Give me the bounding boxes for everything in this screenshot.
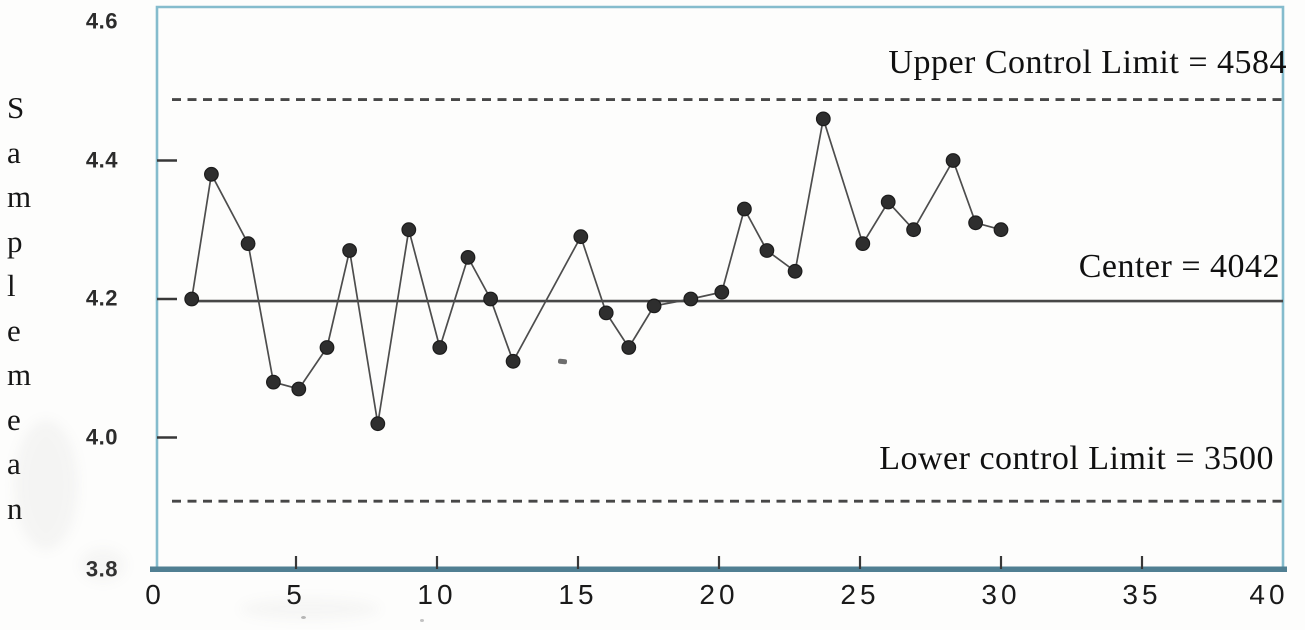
data-point xyxy=(759,243,775,258)
y-tick-label: 4.4 xyxy=(85,146,118,172)
center-line-label: Center = 4042 xyxy=(1078,248,1280,285)
series-line xyxy=(190,118,1002,424)
data-point xyxy=(714,284,730,300)
scan-smudge xyxy=(14,420,78,550)
x-tick-label: 35 xyxy=(1122,579,1162,610)
data-point xyxy=(906,222,921,238)
y-tick-label: 4.0 xyxy=(85,423,118,449)
x-tick-label: 40 xyxy=(1249,579,1289,610)
x-tick-label: 25 xyxy=(840,579,880,610)
x-tick-label: 0 xyxy=(145,579,165,610)
x-tick-label: 20 xyxy=(699,579,739,610)
data-point xyxy=(737,201,752,217)
x-tick-label: 5 xyxy=(286,579,306,610)
scan-speck xyxy=(301,616,306,619)
scan-smudge xyxy=(240,598,380,620)
data-point xyxy=(646,298,662,314)
upper-control-limit-label: Upper Control Limit = 4584 xyxy=(888,44,1287,81)
x-tick-label: 30 xyxy=(981,579,1021,610)
data-point xyxy=(505,353,521,369)
data-point xyxy=(460,249,476,265)
data-point xyxy=(184,291,200,307)
scan-artifact xyxy=(557,358,568,365)
data-point xyxy=(370,416,386,432)
data-point xyxy=(432,340,448,355)
data-point xyxy=(855,236,871,252)
data-point xyxy=(598,305,614,321)
data-point xyxy=(787,263,803,279)
data-point xyxy=(573,229,589,245)
data-point xyxy=(342,243,358,258)
y-axis-title: S a m p l e m e a n xyxy=(7,90,32,526)
x-axis-line xyxy=(150,566,1287,572)
scan-speck xyxy=(420,619,424,622)
data-point xyxy=(483,291,499,307)
data-point xyxy=(945,153,961,168)
data-point xyxy=(880,194,896,210)
x-tick-label: 10 xyxy=(417,579,457,610)
data-point xyxy=(266,374,281,390)
y-tick-label: 4.2 xyxy=(85,285,118,311)
data-point xyxy=(815,111,831,127)
y-tick-label: 3.8 xyxy=(85,556,118,582)
data-point xyxy=(240,236,256,252)
data-point xyxy=(683,291,699,307)
data-point xyxy=(993,222,1009,238)
data-point xyxy=(291,381,307,397)
data-point xyxy=(401,222,417,238)
scan-smudge xyxy=(80,548,126,582)
data-point xyxy=(319,340,335,355)
x-tick-label: 15 xyxy=(558,579,598,610)
data-point xyxy=(203,166,219,182)
plot-frame xyxy=(155,5,1285,570)
data-point xyxy=(621,340,637,355)
lower-control-limit-label: Lower control Limit = 3500 xyxy=(879,440,1274,477)
data-point xyxy=(968,215,983,231)
y-tick-label: 4.6 xyxy=(85,8,118,34)
